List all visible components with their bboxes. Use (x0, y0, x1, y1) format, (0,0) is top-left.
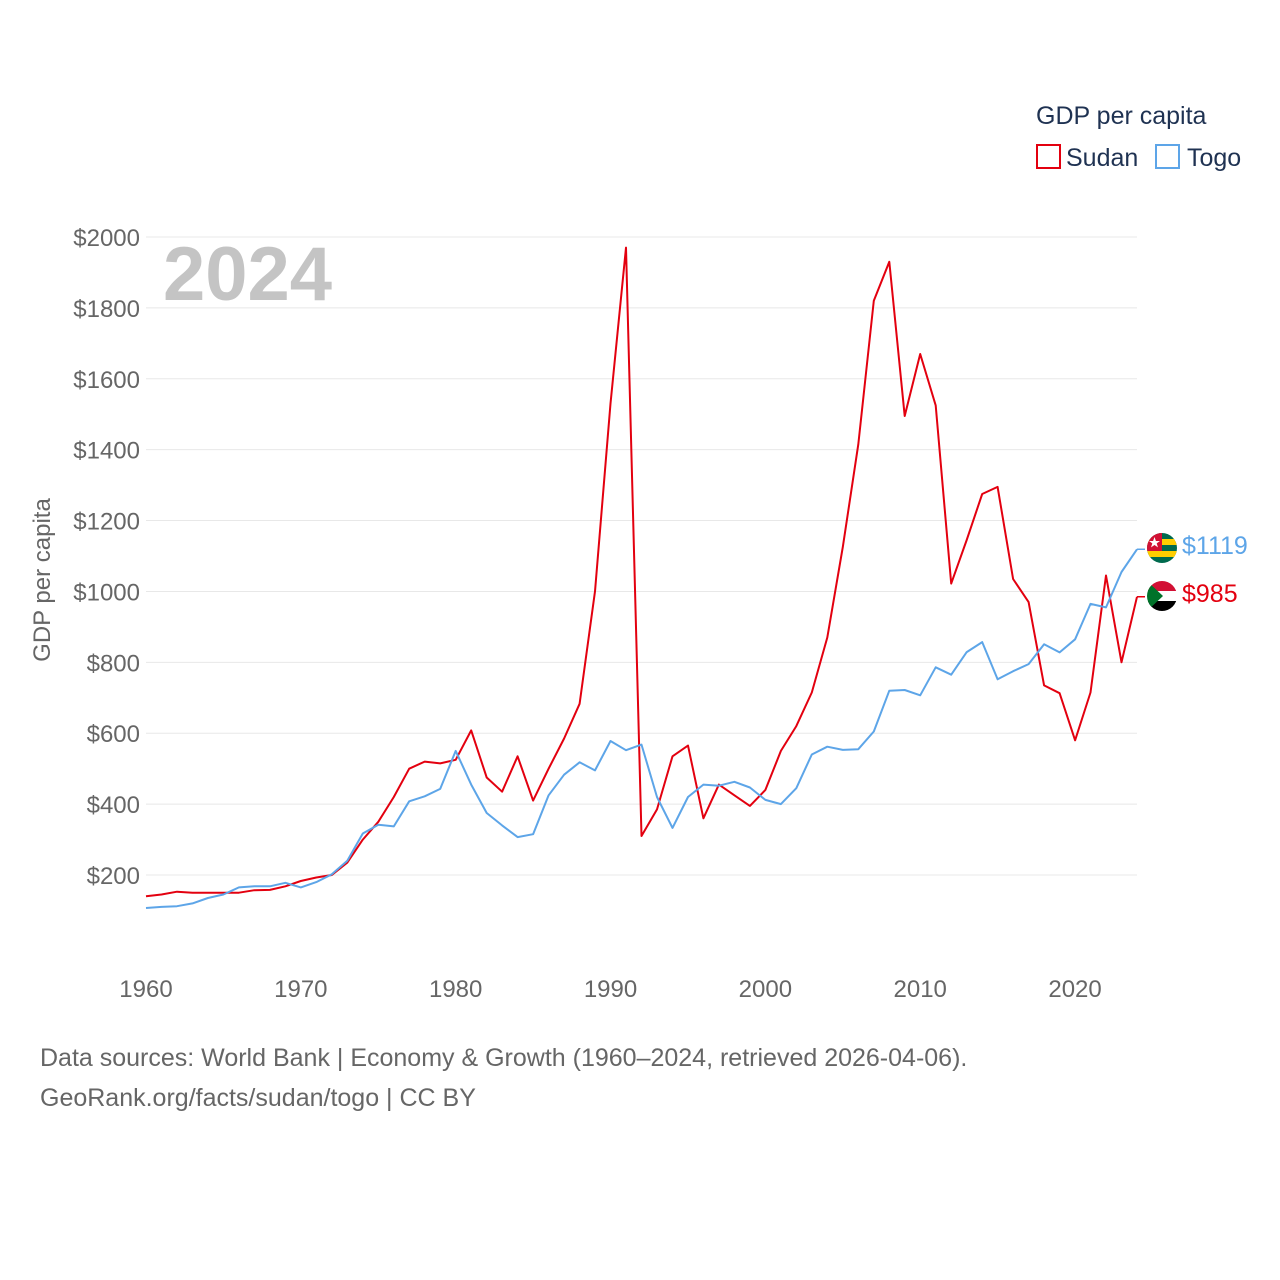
y-axis-ticks: $200 $400 $600 $800 $1000 $1200 $1400 $1600 $180… (73, 225, 140, 890)
series-line-togo[interactable] (145, 548, 1138, 909)
y-tick-label: $1000 (73, 579, 140, 606)
legend-item-togo[interactable]: Togo (1155, 144, 1241, 172)
legend-item-sudan[interactable]: Sudan (1036, 144, 1138, 172)
gdp-per-capita-chart: $200 $400 $600 $800 $1000 $1200 $1400 $1600 $180… (29, 102, 1248, 1003)
legend-swatch-togo (1155, 144, 1180, 169)
y-tick-label: $1400 (73, 438, 140, 465)
legend-label-togo: Togo (1187, 144, 1241, 172)
y-axis-label: GDP per capita (29, 498, 56, 662)
y-tick-label: $2000 (73, 225, 140, 252)
legend-title: GDP per capita (1036, 102, 1207, 130)
y-tick-label: $200 (87, 863, 140, 890)
y-tick-label: $800 (87, 650, 140, 677)
sudan-flag-icon (1147, 581, 1177, 611)
y-tick-label: $600 (87, 721, 140, 748)
y-tick-label: $1200 (73, 509, 140, 536)
legend[interactable]: GDP per capita Sudan Togo (1036, 102, 1241, 172)
x-tick-label: 1990 (584, 976, 637, 1003)
year-watermark: 2024 (163, 232, 332, 317)
x-tick-label: 2020 (1048, 976, 1101, 1003)
x-tick-label: 2000 (739, 976, 792, 1003)
y-tick-label: $1600 (73, 367, 140, 394)
x-axis-ticks: 1960 1970 1980 1990 2000 2010 2020 (119, 976, 1101, 1003)
gridlines (146, 236, 1137, 876)
y-tick-label: $400 (87, 792, 140, 819)
attribution-link[interactable]: GeoRank.org/facts/sudan/togo | CC BY (40, 1084, 476, 1112)
x-tick-label: 1980 (429, 976, 482, 1003)
y-tick-label: $1800 (73, 296, 140, 323)
togo-end-value: $1119 (1182, 532, 1248, 560)
x-tick-label: 1960 (119, 976, 172, 1003)
legend-swatch-sudan (1036, 144, 1061, 169)
sudan-end-value: $985 (1182, 580, 1238, 608)
series-line-sudan[interactable] (145, 246, 1138, 898)
togo-flag-icon (1147, 533, 1177, 563)
end-labels: $1119 $985 (1147, 532, 1248, 611)
data-source-note: Data sources: World Bank | Economy & Gro… (40, 1044, 968, 1072)
series-lines (145, 246, 1145, 909)
x-tick-label: 1970 (274, 976, 327, 1003)
x-tick-label: 2010 (894, 976, 947, 1003)
legend-label-sudan: Sudan (1066, 144, 1138, 172)
